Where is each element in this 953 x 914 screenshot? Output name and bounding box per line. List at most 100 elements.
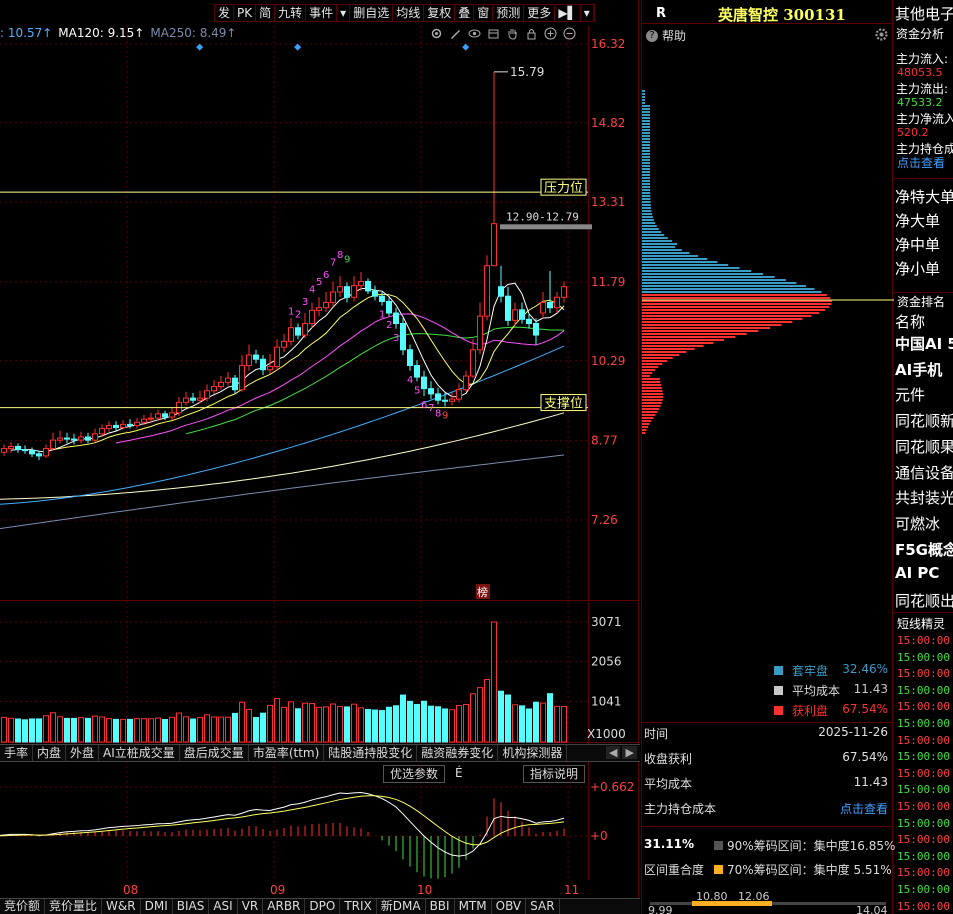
bottom-tab[interactable]: ASI xyxy=(209,899,238,914)
candle[interactable] xyxy=(288,318,294,346)
candle[interactable] xyxy=(491,71,497,267)
candle[interactable] xyxy=(232,374,238,394)
candle[interactable] xyxy=(253,349,259,364)
candle[interactable] xyxy=(484,255,490,321)
candle[interactable] xyxy=(85,432,91,444)
bottom-tab[interactable]: BIAS xyxy=(173,899,210,914)
candle[interactable] xyxy=(281,334,287,352)
hand-icon[interactable] xyxy=(506,27,519,40)
candle[interactable] xyxy=(92,428,98,443)
event-marker[interactable] xyxy=(294,43,302,51)
view-link[interactable]: 点击查看 xyxy=(897,156,946,170)
candle[interactable] xyxy=(505,286,511,326)
sector-list-item[interactable]: F5G概念 xyxy=(895,540,953,559)
toolbar-button-10[interactable]: 窗 xyxy=(474,5,494,21)
candle[interactable] xyxy=(204,384,210,402)
candle[interactable] xyxy=(379,291,385,306)
pen-icon[interactable] xyxy=(449,27,462,40)
candle[interactable] xyxy=(428,381,434,400)
sector-list-item[interactable]: 元件 xyxy=(895,386,926,405)
indicator-help-button[interactable]: 指标说明 xyxy=(523,765,586,783)
bottom-tab[interactable]: DMI xyxy=(141,899,173,914)
toolbar-button-8[interactable]: 复权 xyxy=(424,5,456,21)
candle[interactable] xyxy=(134,418,140,429)
toolbar-button-5[interactable]: ▾ xyxy=(337,5,351,21)
toolbar-button-12[interactable]: 更多 xyxy=(524,5,556,21)
candle[interactable] xyxy=(239,355,245,392)
candle[interactable] xyxy=(323,291,329,312)
indicator-tab[interactable]: 外盘 xyxy=(66,745,100,761)
candle[interactable] xyxy=(316,297,322,317)
candle[interactable] xyxy=(421,370,427,397)
indicator-tab[interactable]: 盘后成交量 xyxy=(180,745,249,761)
candle[interactable] xyxy=(540,291,546,319)
candle[interactable] xyxy=(533,318,539,345)
sector-list-item[interactable]: 中国AI 50 xyxy=(895,335,953,353)
candle[interactable] xyxy=(218,376,224,390)
candle[interactable] xyxy=(547,270,553,313)
toolbar-button-0[interactable]: 发 xyxy=(215,5,235,21)
candle[interactable] xyxy=(512,302,518,326)
toolbar-button-7[interactable]: 均线 xyxy=(393,5,425,21)
bottom-tab[interactable]: 竞价量比 xyxy=(45,899,103,914)
bottom-tab[interactable]: SAR xyxy=(526,899,560,914)
candle[interactable] xyxy=(449,392,455,406)
candle[interactable] xyxy=(435,387,441,405)
bottom-tab[interactable]: W&R xyxy=(102,899,141,914)
candle[interactable] xyxy=(358,272,364,291)
flow-item[interactable]: 净特大单 xyxy=(895,188,953,206)
candle[interactable] xyxy=(106,421,112,432)
candle[interactable] xyxy=(365,278,371,295)
candle[interactable] xyxy=(8,442,14,453)
zoom-in-icon[interactable] xyxy=(544,27,557,40)
flow-item[interactable]: 净小单 xyxy=(895,260,941,278)
rank-badge[interactable]: 榜 xyxy=(477,585,488,599)
toolbar-button-3[interactable]: 九转 xyxy=(275,5,307,21)
candle[interactable] xyxy=(477,302,483,354)
candle[interactable] xyxy=(386,297,392,317)
candle[interactable] xyxy=(22,445,28,454)
flow-item[interactable]: 净大单 xyxy=(895,212,941,230)
candle[interactable] xyxy=(71,433,77,445)
candle[interactable] xyxy=(246,344,252,371)
bottom-tab[interactable]: 新DMA xyxy=(377,899,426,914)
sector-list-item[interactable]: 同花顺出 xyxy=(895,592,953,610)
candle[interactable] xyxy=(64,432,70,444)
bottom-tab[interactable]: VR xyxy=(238,899,264,914)
bottom-tab[interactable]: 竞价额 xyxy=(0,899,46,914)
indicator-tab[interactable]: 融资融券变化 xyxy=(417,745,499,761)
indicator-tab[interactable]: 手率 xyxy=(0,745,34,761)
candle[interactable] xyxy=(400,318,406,356)
indicator-tab[interactable]: AI立桩成交量 xyxy=(99,745,180,761)
candle[interactable] xyxy=(302,312,308,339)
candle[interactable] xyxy=(1,444,7,456)
indicator-tab[interactable]: 市盈率(ttm) xyxy=(249,745,325,761)
candle[interactable] xyxy=(169,407,175,421)
candle[interactable] xyxy=(162,410,168,421)
sector-list-item[interactable]: AI PC xyxy=(895,564,940,583)
candle[interactable] xyxy=(211,380,217,394)
candle[interactable] xyxy=(309,302,315,328)
params-button[interactable]: 优选参数 xyxy=(383,765,446,783)
candle[interactable] xyxy=(141,414,147,426)
right-mode-label[interactable]: R xyxy=(656,6,667,21)
toolbar-button-2[interactable]: 简 xyxy=(256,5,276,21)
candle[interactable] xyxy=(351,276,357,302)
candle[interactable] xyxy=(344,282,350,303)
toolbar-button-9[interactable]: 叠 xyxy=(455,5,475,21)
candle[interactable] xyxy=(330,281,336,307)
candle[interactable] xyxy=(470,339,476,379)
candle[interactable] xyxy=(393,307,399,329)
candle[interactable] xyxy=(456,383,462,403)
candle[interactable] xyxy=(526,312,532,329)
indicator-tab[interactable]: 陆股通持股变化 xyxy=(324,745,418,761)
candle[interactable] xyxy=(113,421,119,431)
candle[interactable] xyxy=(148,412,154,424)
settings-gear-icon[interactable] xyxy=(874,27,889,42)
candle[interactable] xyxy=(99,424,105,437)
bottom-tab[interactable]: TRIX xyxy=(340,899,377,914)
gear-icon[interactable] xyxy=(430,27,443,40)
candle[interactable] xyxy=(414,360,420,382)
candle[interactable] xyxy=(407,344,413,371)
toolbar-button-4[interactable]: 事件 xyxy=(306,5,338,21)
